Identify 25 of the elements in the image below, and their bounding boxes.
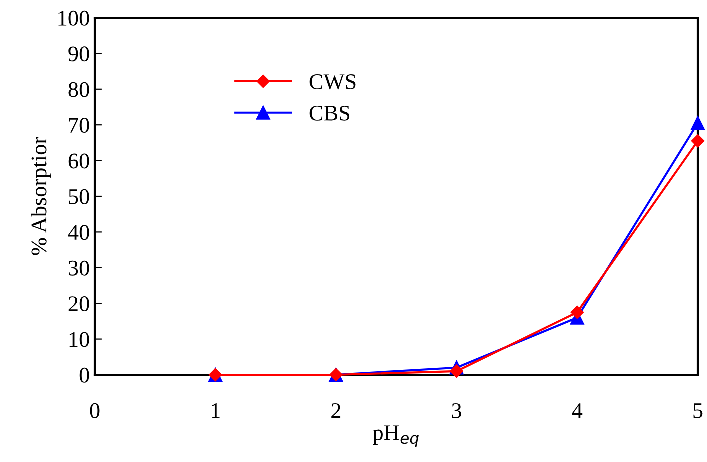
x-tick-label: 5 [694, 404, 703, 418]
point [691, 116, 705, 130]
x-tick-label: 3 [452, 403, 462, 418]
y-tick-label: 0 [80, 368, 90, 383]
legend-label: CBS [310, 106, 350, 121]
y-axis-title: % Absorptior [31, 137, 52, 256]
y-tick-label: 40 [68, 225, 90, 240]
x-tick-label: 2 [332, 403, 341, 418]
y-tick-label: 20 [68, 296, 90, 312]
y-tick-label: 50 [69, 189, 90, 204]
x-tick-label: 1 [212, 404, 220, 418]
point [450, 364, 464, 378]
y-tick-label: 60 [68, 154, 90, 169]
legend-label: CWS [310, 74, 356, 90]
x-tick-label: 4 [572, 404, 583, 418]
y-tick-label: 30 [68, 260, 90, 276]
point [570, 306, 584, 320]
y-tick-label: 90 [68, 46, 90, 62]
y-tick-label: 100 [58, 10, 90, 26]
x-tick-label: 0 [90, 403, 100, 418]
y-tick-label: 80 [68, 82, 90, 98]
point [691, 134, 705, 148]
x-axis-title: pH$_{eq}$ [373, 426, 419, 448]
y-tick-label: 10 [70, 332, 90, 348]
y-tick-label: 70 [69, 118, 90, 134]
